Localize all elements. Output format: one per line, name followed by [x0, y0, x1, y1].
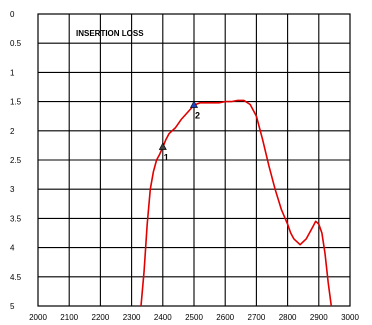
- x-tick-label: 2100: [60, 313, 78, 322]
- chart-title: INSERTION LOSS: [76, 29, 144, 38]
- y-tick-label: 3: [10, 185, 15, 194]
- y-tick-label: 2.5: [10, 156, 22, 165]
- marker-1-label: 1: [164, 153, 169, 163]
- y-tick-label: 2: [10, 127, 15, 136]
- x-tick-label: 2000: [29, 313, 47, 322]
- x-tick-label: 3000: [341, 313, 359, 322]
- marker-2-label: 2: [195, 111, 200, 121]
- y-axis-ticks: 0 0.5 1 1.5 2 2.5 3 3.5 4 4.5 5: [10, 10, 22, 311]
- y-tick-label: 5: [10, 302, 15, 311]
- x-tick-label: 2400: [154, 313, 172, 322]
- y-tick-label: 4.5: [10, 273, 22, 282]
- x-tick-label: 2200: [92, 313, 110, 322]
- x-tick-label: 2900: [310, 313, 328, 322]
- y-tick-label: 0: [10, 10, 15, 19]
- y-tick-label: 1.5: [10, 98, 22, 107]
- x-tick-label: 2300: [123, 313, 141, 322]
- y-tick-label: 3.5: [10, 214, 22, 223]
- x-tick-label: 2500: [185, 313, 203, 322]
- x-tick-label: 2800: [279, 313, 297, 322]
- y-tick-label: 4: [10, 244, 15, 253]
- y-tick-label: 0.5: [10, 39, 22, 48]
- x-axis-ticks: 2000 2100 2200 2300 2400 2500 2600 2700 2800 2900…: [29, 313, 359, 322]
- x-tick-label: 2700: [248, 313, 266, 322]
- x-tick-label: 2600: [216, 313, 234, 322]
- y-tick-label: 1: [10, 68, 15, 77]
